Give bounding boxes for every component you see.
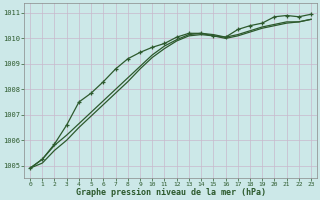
X-axis label: Graphe pression niveau de la mer (hPa): Graphe pression niveau de la mer (hPa) [76, 188, 266, 197]
